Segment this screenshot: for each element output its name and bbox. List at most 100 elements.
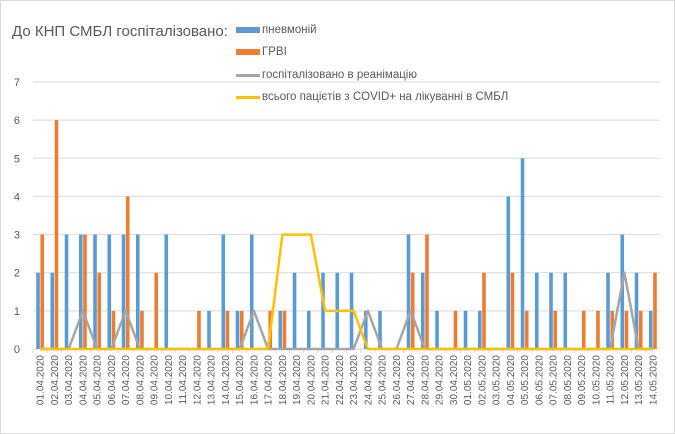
x-tick-label: 03.04.2020 [64,355,75,405]
legend-swatch-orange [236,49,260,55]
bar-pneumonia [648,310,653,349]
x-tick-label: 15.04.2020 [235,355,246,405]
y-tick-label: 3 [14,230,20,242]
bar-pneumonia [235,310,240,349]
x-tick-label: 03.05.2020 [492,355,503,405]
x-tick-label: 25.04.2020 [378,355,389,405]
y-tick-label: 6 [14,115,20,127]
x-tick-label: 05.04.2020 [93,355,104,405]
bar-grvi [225,310,230,349]
x-tick-label: 08.05.2020 [563,355,574,405]
x-tick-label: 08.04.2020 [135,355,146,405]
x-tick-label: 23.04.2020 [349,355,360,405]
bar-pneumonia [477,310,482,349]
bar-pneumonia [64,234,69,349]
bar-grvi [482,272,486,349]
bar-grvi [154,272,159,349]
bar-pneumonia [321,272,325,349]
bar-grvi [197,310,201,349]
x-tick-label: 10.05.2020 [591,355,602,405]
x-tick-label: 10.04.2020 [164,355,175,405]
line-covid-total [40,233,653,351]
x-tick-label: 07.04.2020 [121,355,132,405]
bar-pneumonia [121,234,126,349]
x-tick-label: 21.04.2020 [321,355,332,405]
x-tick-label: 04.04.2020 [78,355,89,405]
legend-item-pneumonia: пневмоній [236,24,317,36]
bar-grvi [97,272,102,349]
legend-label: всього пацієтів з COVID+ на лікуванні в … [262,91,509,103]
x-tick-label: 06.05.2020 [534,355,545,405]
x-tick-label: 05.05.2020 [520,355,531,405]
bar-grvi [282,310,287,349]
legend-label: ГРВІ [262,46,287,58]
bar-pneumonia [278,310,283,349]
bar-grvi [140,310,144,349]
bar-pneumonia [620,234,625,349]
bar-grvi [425,234,429,349]
bar-pneumonia [435,310,439,349]
bar-pneumonia [506,196,511,349]
x-tick-label: 18.04.2020 [278,355,289,405]
legend-swatch-yellow [236,95,260,99]
bar-grvi [581,310,586,349]
bar-grvi [510,272,515,349]
bar-pneumonia [420,272,425,349]
bar-grvi [125,196,130,349]
bar-pneumonia [406,234,411,349]
x-tick-label: 20.04.2020 [306,355,317,405]
x-tick-label: 01.04.2020 [36,355,47,405]
legend-item-grvi: ГРВІ [236,46,287,58]
x-tick-label: 16.04.2020 [249,355,260,405]
y-tick-label: 1 [14,306,20,318]
bar-pneumonia [634,272,639,349]
x-tick-label: 06.04.2020 [107,355,118,405]
bar-pneumonia [164,234,169,349]
bar-grvi [239,310,244,349]
x-tick-label: 12.04.2020 [192,355,203,405]
bar-pneumonia [534,272,539,349]
legend-swatch-gray [236,73,260,77]
bar-pneumonia [378,310,382,349]
bar-grvi [40,234,45,349]
legend-label: госпіталізовано в реанімацію [262,69,417,81]
x-tick-label: 11.04.2020 [178,355,189,405]
x-tick-label: 27.04.2020 [406,355,417,405]
bar-grvi [410,272,415,349]
x-tick-label: 17.04.2020 [264,355,275,405]
bar-grvi [624,310,629,349]
bar-pneumonia [306,310,311,349]
x-tick-label: 28.04.2020 [420,355,431,405]
bar-pneumonia [50,272,55,349]
bar-pneumonia [36,272,40,349]
x-tick-label: 24.04.2020 [363,355,374,405]
x-tick-label: 04.05.2020 [506,355,517,405]
bar-grvi [553,310,558,349]
y-tick-label: 4 [14,191,20,203]
x-tick-label: 26.04.2020 [392,355,403,405]
y-tick-label: 0 [14,344,20,356]
bar-grvi [638,310,643,349]
x-tick-label: 11.05.2020 [606,355,617,405]
bar-pneumonia [207,310,211,349]
bar-pneumonia [549,272,553,349]
bar-pneumonia [363,310,368,349]
y-tick-label: 7 [14,77,20,89]
bar-pneumonia [78,234,83,349]
x-tick-label: 13.04.2020 [207,355,218,405]
x-tick-label: 30.04.2020 [449,355,460,405]
x-tick-label: 01.05.2020 [463,355,474,405]
bar-pneumonia [221,234,226,349]
bar-pneumonia [107,234,112,349]
x-tick-label: 12.05.2020 [620,355,631,405]
legend-label: пневмоній [262,24,317,36]
x-tick-label: 19.04.2020 [292,355,303,405]
bar-grvi [524,310,529,349]
bar-grvi [54,120,59,350]
bar-grvi [596,310,600,349]
bar-grvi [111,310,116,349]
x-tick-label: 07.05.2020 [549,355,560,405]
bar-pneumonia [463,310,468,349]
x-tick-label: 02.04.2020 [50,355,61,405]
